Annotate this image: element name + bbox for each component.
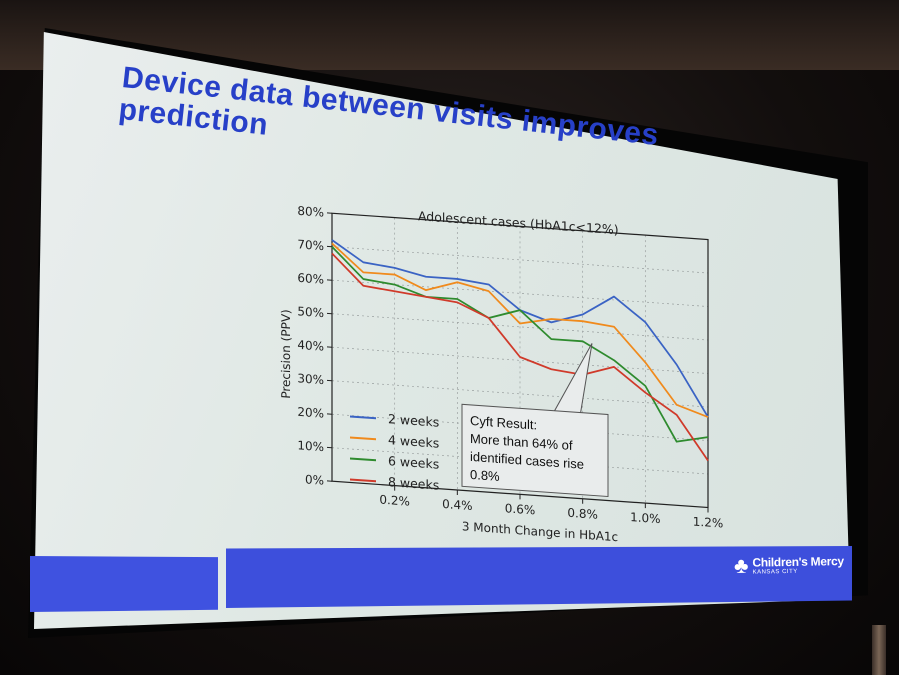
legend-swatch [350,415,376,420]
y-tick-label: 10% [297,438,324,454]
footer-bar-left [30,556,218,612]
y-axis-label: Precision (PPV) [279,309,293,399]
childrens-mercy-logo: ♣ Children's Mercy KANSAS CITY [733,552,844,578]
x-axis-label: 3 Month Change in HbA1c [462,519,618,544]
x-tick-label: 0.6% [505,501,535,517]
y-tick-label: 40% [297,338,324,354]
footer-bar-right [226,546,852,608]
x-tick-labels: 0.2% 0.4% 0.6% 0.8% 1.0% 1.2% [379,485,723,531]
legend-swatch [350,478,376,483]
y-tick-label: 60% [297,271,324,287]
x-tick-label: 0.4% [442,497,472,513]
y-grid-line [332,246,708,274]
chart-group: 0%10%20%30%40%50%60%70%80% 0.2% 0.4% 0.6% 0… [279,204,723,544]
y-tick-label: 0% [305,472,324,487]
logo-figure-icon: ♣ [733,552,749,578]
y-tick-label: 50% [297,304,324,320]
legend-label: 4 weeks [388,432,439,451]
legend-label: 2 weeks [388,411,439,430]
callout-box [461,403,609,498]
x-tick-label: 0.2% [379,493,409,509]
chart-title: Adolescent cases (HbA1c<12%) [418,208,619,237]
callout-line: 0.8% [470,467,500,484]
callout-line: Cyft Result: [470,413,537,433]
legend-label: 8 weeks [388,474,439,493]
x-tick-label: 0.8% [567,506,597,522]
y-tick-label: 20% [297,405,324,421]
x-tick-label: 1.2% [693,514,723,530]
legend-label: 6 weeks [388,453,439,472]
legend: 2 weeks 4 weeks 6 weeks 8 weeks [350,411,439,493]
legend-swatch [350,457,376,462]
series-lines [331,239,709,462]
y-tick-label: 30% [297,371,324,387]
y-tick-labels: 0% 10% 20% 30% 40% 50% 60% 70% 80% [297,204,332,488]
legend-swatch [350,436,376,441]
screen-stand [872,625,886,675]
callout-line: More than 64% of [470,431,573,453]
y-tick-label: 70% [297,237,324,253]
logo-subtitle: KANSAS CITY [752,568,798,576]
x-tick-label: 1.0% [630,510,660,526]
y-tick-label: 80% [297,204,324,220]
